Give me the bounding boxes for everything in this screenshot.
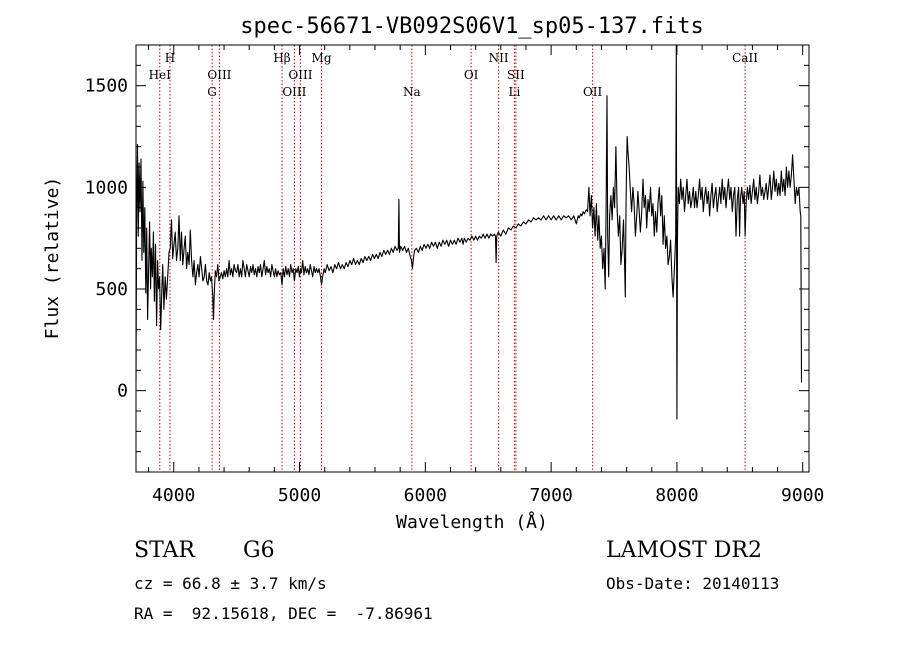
- coordinates: RA = 92.15618, DEC = -7.86961: [134, 604, 433, 623]
- x-tick-label: 9000: [781, 485, 824, 506]
- line-label: Mg: [312, 51, 332, 65]
- y-tick-label: 500: [95, 279, 128, 300]
- line-label: OI: [464, 68, 479, 82]
- plot-frame: [135, 44, 810, 473]
- line-label: G: [207, 85, 217, 99]
- y-tick-label: 0: [117, 381, 128, 402]
- object-type: STAR: [134, 538, 195, 563]
- line-label: HeI: [149, 68, 172, 82]
- spectrum-series: [135, 44, 803, 420]
- x-tick-label: 4000: [152, 485, 195, 506]
- y-axis-ticks: 0 500 1000 1500: [85, 44, 809, 473]
- line-label: OIII: [288, 68, 312, 82]
- y-tick-label: 1500: [85, 76, 128, 97]
- line-label: SII: [507, 68, 525, 82]
- x-axis-label: Wavelength (Å): [396, 511, 548, 533]
- line-label: Li: [508, 85, 520, 99]
- line-label: Hβ: [273, 51, 290, 65]
- line-label: NII: [489, 51, 509, 65]
- x-tick-label: 7000: [529, 485, 572, 506]
- line-label: OIII: [207, 68, 231, 82]
- spectrum-line: [135, 44, 803, 420]
- line-label: Na: [403, 85, 421, 99]
- observation-date: Obs-Date: 20140113: [606, 574, 780, 593]
- object-subclass: G6: [243, 538, 275, 563]
- line-label: OII: [583, 85, 603, 99]
- chart-title: spec-56671-VB092S06V1_sp05-137.fits: [240, 14, 704, 39]
- y-tick-label: 1000: [85, 177, 128, 198]
- line-label: OIII: [282, 85, 306, 99]
- survey-name: LAMOST DR2: [606, 538, 762, 563]
- x-tick-label: 5000: [278, 485, 321, 506]
- line-label: CaII: [732, 51, 758, 65]
- x-tick-label: 6000: [404, 485, 447, 506]
- x-axis-ticks: 4000 5000 6000 7000 8000 9000: [148, 45, 824, 506]
- redshift-velocity: cz = 66.8 ± 3.7 km/s: [134, 574, 327, 593]
- line-label: H: [165, 51, 175, 65]
- y-axis-label: Flux (relative): [42, 177, 63, 340]
- x-tick-label: 8000: [655, 485, 698, 506]
